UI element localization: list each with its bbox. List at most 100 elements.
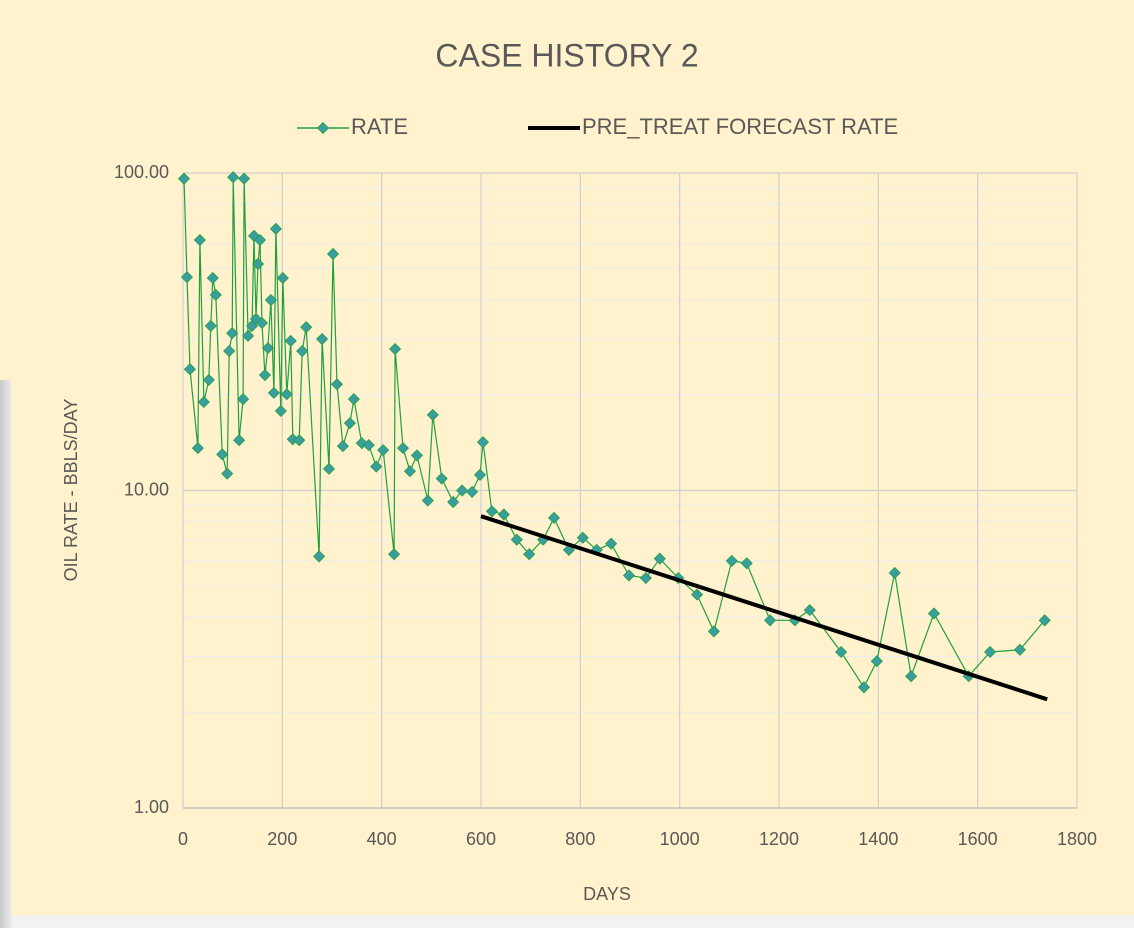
marker: [1038, 614, 1051, 627]
x-tick-label: 400: [367, 829, 397, 849]
y-axis-title: OIL RATE - BBLS/DAY: [61, 399, 81, 582]
marker: [223, 344, 236, 358]
marker: [233, 434, 246, 447]
legend-marker: [316, 121, 330, 135]
marker: [456, 484, 469, 497]
marker: [410, 449, 423, 462]
marker: [426, 408, 439, 421]
marker: [258, 368, 272, 382]
marker: [576, 531, 589, 544]
marker: [639, 571, 652, 585]
marker: [447, 495, 460, 509]
x-tick-label: 1600: [958, 829, 998, 849]
marker: [403, 465, 417, 478]
marker: [605, 537, 618, 550]
marker: [221, 467, 234, 480]
marker: [653, 552, 666, 565]
x-tick-label: 0: [178, 829, 188, 849]
marker: [1013, 643, 1026, 656]
marker: [523, 548, 536, 561]
marker: [421, 494, 434, 507]
marker: [547, 511, 561, 524]
marker: [284, 334, 297, 347]
marker: [763, 614, 777, 627]
marker: [177, 172, 191, 185]
marker: [465, 485, 479, 498]
marker: [857, 681, 870, 694]
marker: [362, 439, 375, 452]
marker: [343, 417, 356, 430]
marker: [209, 288, 222, 302]
marker: [191, 442, 204, 455]
x-tick-label: 1800: [1057, 829, 1097, 849]
marker: [473, 468, 487, 481]
marker: [197, 395, 210, 409]
marker: [870, 655, 883, 668]
y-tick-label: 1.00: [134, 797, 169, 817]
marker: [388, 548, 401, 561]
marker: [435, 472, 448, 485]
x-tick-label: 200: [267, 829, 297, 849]
y-tick-label: 100.00: [114, 162, 169, 182]
chart-title: CASE HISTORY 2: [435, 37, 698, 73]
x-axis-title: DAYS: [583, 884, 631, 904]
marker: [269, 222, 282, 235]
marker: [267, 386, 280, 399]
legend-label: PRE_TREAT FORECAST RATE: [582, 114, 898, 139]
marker: [497, 508, 510, 521]
marker: [330, 378, 344, 391]
marker: [725, 554, 738, 568]
marker: [389, 342, 402, 356]
marker: [226, 327, 239, 340]
marker: [216, 448, 229, 461]
marker: [377, 444, 390, 457]
marker: [326, 247, 340, 261]
legend-label: RATE: [351, 114, 408, 139]
series-line: [480, 514, 1048, 702]
marker: [280, 388, 293, 401]
marker: [905, 670, 918, 683]
marker: [204, 319, 217, 332]
marker: [183, 363, 197, 376]
marker: [180, 271, 194, 284]
marker: [274, 404, 287, 418]
marker: [740, 557, 753, 570]
bottom-edge: [12, 915, 1134, 928]
x-tick-label: 600: [466, 829, 496, 849]
marker: [264, 293, 277, 307]
marker: [255, 316, 269, 330]
marker: [336, 440, 349, 453]
marker: [322, 462, 336, 475]
marker: [202, 373, 215, 386]
marker: [296, 344, 309, 358]
x-tick-label: 1200: [759, 829, 799, 849]
marker: [485, 505, 498, 518]
x-tick-label: 800: [565, 829, 595, 849]
marker: [347, 393, 360, 406]
marker: [370, 460, 383, 473]
marker: [193, 233, 206, 247]
marker: [313, 550, 326, 563]
marker: [253, 233, 267, 247]
marker: [927, 607, 941, 620]
marker: [227, 171, 240, 184]
marker: [237, 393, 250, 406]
marker: [835, 645, 848, 659]
marker: [476, 436, 490, 449]
marker: [888, 566, 901, 580]
marker: [690, 588, 704, 601]
marker: [707, 625, 721, 638]
marker: [241, 329, 255, 342]
marker: [300, 321, 313, 334]
x-tick-label: 1000: [660, 829, 700, 849]
marker: [510, 533, 523, 546]
marker: [293, 434, 306, 447]
marker: [247, 229, 261, 242]
y-tick-label: 10.00: [124, 479, 169, 499]
marker: [238, 172, 251, 185]
marker: [206, 271, 219, 285]
x-tick-label: 1400: [858, 829, 898, 849]
